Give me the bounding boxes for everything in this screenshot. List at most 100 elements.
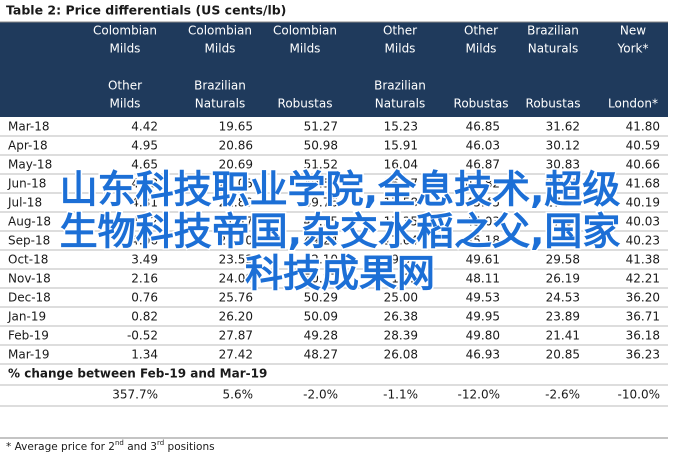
cell: 46.93 <box>466 348 500 362</box>
row-label: Jan-19 <box>7 310 46 324</box>
row-label: Dec-18 <box>8 291 51 305</box>
cell: 49.28 <box>304 329 338 343</box>
cell: 50.29 <box>304 291 338 305</box>
cell: 4.12 <box>131 215 158 229</box>
cell: 4.06 <box>131 234 158 248</box>
cell: 46.03 <box>466 139 500 153</box>
cell: 17.58 <box>384 196 418 210</box>
change-cell: -1.1% <box>383 388 418 402</box>
cell: 17.64 <box>384 234 418 248</box>
cell: 4.68 <box>131 177 158 191</box>
cell: 49.53 <box>466 291 500 305</box>
cell: 21.47 <box>219 215 253 229</box>
cell: 40.19 <box>626 196 660 210</box>
cell: 20.86 <box>219 139 253 153</box>
cell: 52.10 <box>304 253 338 267</box>
cell: 30.12 <box>546 139 580 153</box>
column-header: Other <box>108 79 142 93</box>
cell: 21.41 <box>546 329 580 343</box>
column-header: Colombian <box>93 24 157 38</box>
cell: 20.69 <box>219 158 253 172</box>
row-label: Mar-18 <box>8 120 49 134</box>
footnote-part: rd <box>157 439 164 447</box>
overlay-text: 山东科技职业学院,全息技术,超级 <box>60 168 621 212</box>
cell: 50.98 <box>304 139 338 153</box>
change-cell: -2.6% <box>545 388 580 402</box>
footnote-part: positions <box>164 441 214 453</box>
cell: 0.76 <box>131 291 158 305</box>
cell: 36.18 <box>626 329 660 343</box>
cell: 4.31 <box>131 196 158 210</box>
cell: 27.68 <box>546 215 580 229</box>
column-header: Brazilian <box>527 24 579 38</box>
change-cell: -12.0% <box>458 388 500 402</box>
cell: 27.87 <box>546 196 580 210</box>
column-header: Robustas <box>278 97 333 111</box>
cell: 31.62 <box>546 120 580 134</box>
cell: 4.95 <box>131 139 158 153</box>
cell: 41.68 <box>626 177 660 191</box>
column-header: Milds <box>110 97 141 111</box>
cell: 29.58 <box>546 253 580 267</box>
cell: 48.27 <box>304 348 338 362</box>
cell: 2.16 <box>131 272 158 286</box>
row-label: Jul-18 <box>7 196 42 210</box>
cell: 36.71 <box>626 310 660 324</box>
column-header: Other <box>464 24 498 38</box>
footnote: * Average price for 2nd and 3rd position… <box>6 439 215 453</box>
cell: 25.76 <box>219 291 253 305</box>
row-label: Aug-18 <box>8 215 51 229</box>
cell: 21.70 <box>219 234 253 248</box>
cell: 50.27 <box>304 272 338 286</box>
row-label: Sep-18 <box>8 234 50 248</box>
column-header: Colombian <box>273 24 337 38</box>
cell: 21.89 <box>219 196 253 210</box>
cell: 4.42 <box>131 120 158 134</box>
cell: 50.09 <box>304 310 338 324</box>
cell: 23.89 <box>546 310 580 324</box>
column-header: Brazilian <box>374 79 426 93</box>
cell: 44.82 <box>466 177 500 191</box>
cell: 40.66 <box>626 158 660 172</box>
cell: 51.27 <box>304 120 338 134</box>
cell: 15.23 <box>384 120 418 134</box>
column-header: Milds <box>110 42 141 56</box>
cell: 16.04 <box>384 158 418 172</box>
cell: 27.87 <box>219 329 253 343</box>
cell: 27.54 <box>546 234 580 248</box>
row-label: May-18 <box>8 158 52 172</box>
change-cell: -10.0% <box>618 388 660 402</box>
cell: 45.45 <box>466 196 500 210</box>
cell: 16.37 <box>384 177 418 191</box>
cell: 42.21 <box>626 272 660 286</box>
footnote-part: and 3 <box>124 441 157 453</box>
cell: 49.61 <box>466 253 500 267</box>
cell: 19.02 <box>384 253 418 267</box>
change-cell: 357.7% <box>112 388 158 402</box>
cell: 51.52 <box>304 158 338 172</box>
row-label: Oct-18 <box>8 253 48 267</box>
column-header: Milds <box>205 42 236 56</box>
table-body: Colombian Milds Other Milds Colombian Milds Br… <box>0 24 668 453</box>
cell: 23.52 <box>219 253 253 267</box>
cell: 15.91 <box>384 139 418 153</box>
cell: 1.34 <box>131 348 158 362</box>
column-header: Robustas <box>454 97 509 111</box>
cell: 49.76 <box>304 196 338 210</box>
row-label: Apr-18 <box>8 139 48 153</box>
change-label: % change between Feb-19 and Mar-19 <box>8 367 267 381</box>
cell: 19.65 <box>219 120 253 134</box>
cell: 40.03 <box>626 215 660 229</box>
change-cell: 5.6% <box>223 388 254 402</box>
cell: 4.65 <box>131 158 158 172</box>
cell: 36.20 <box>626 291 660 305</box>
cell: 49.15 <box>304 215 338 229</box>
cell: 45.18 <box>466 234 500 248</box>
cell: 49.24 <box>304 234 338 248</box>
column-header: Brazilian <box>194 79 246 93</box>
cell: 46.85 <box>466 120 500 134</box>
cell: 26.08 <box>384 348 418 362</box>
row-label: Mar-19 <box>8 348 49 362</box>
